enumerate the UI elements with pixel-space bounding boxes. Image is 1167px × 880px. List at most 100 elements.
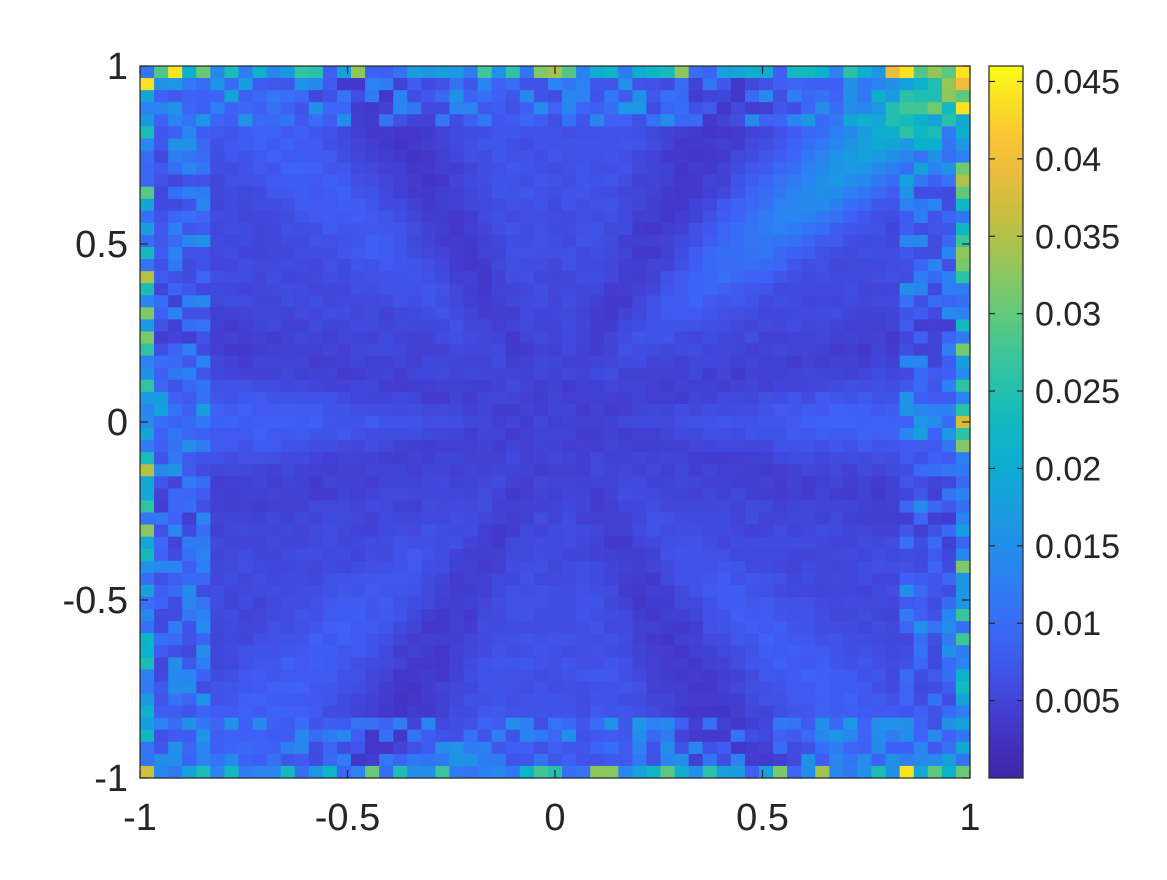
- heatmap-cell: [773, 705, 788, 719]
- heatmap-cell: [365, 174, 380, 188]
- heatmap-cell: [435, 222, 451, 236]
- heatmap-cell: [449, 403, 465, 417]
- y-tick-label: -0.5: [63, 580, 128, 622]
- heatmap-cell: [815, 488, 830, 502]
- heatmap-cell: [308, 572, 324, 586]
- heatmap-cell: [674, 319, 690, 333]
- heatmap-cell: [322, 500, 338, 514]
- heatmap-cell: [646, 584, 662, 598]
- heatmap-cell: [365, 415, 380, 429]
- heatmap-cell: [519, 753, 535, 767]
- heatmap-cell: [351, 150, 366, 164]
- heatmap-cell: [829, 283, 844, 296]
- heatmap-cell: [857, 415, 873, 429]
- heatmap-cell: [266, 174, 282, 188]
- heatmap-cell: [702, 681, 718, 695]
- heatmap-cell: [351, 524, 366, 538]
- heatmap-cell: [660, 307, 676, 321]
- heatmap-cell: [266, 391, 282, 405]
- heatmap-cell: [576, 536, 591, 550]
- heatmap-cell: [716, 741, 732, 755]
- heatmap-cell: [885, 355, 901, 369]
- heatmap-cell: [716, 633, 732, 646]
- heatmap-cell: [477, 440, 493, 453]
- heatmap-cell: [871, 609, 887, 622]
- heatmap-cell: [829, 753, 844, 767]
- heatmap-cell: [477, 367, 493, 381]
- heatmap-cell: [913, 548, 929, 562]
- heatmap-cell: [477, 729, 493, 743]
- heatmap-cell: [787, 319, 802, 333]
- heatmap-cell: [182, 633, 197, 646]
- heatmap-cell: [815, 524, 830, 538]
- heatmap-cell: [168, 90, 183, 103]
- heatmap-cell: [505, 705, 521, 719]
- heatmap-cell: [365, 126, 380, 140]
- heatmap-cell: [379, 307, 394, 321]
- heatmap-cell: [238, 669, 254, 683]
- heatmap-cell: [801, 681, 816, 695]
- heatmap-cell: [941, 741, 957, 755]
- heatmap-cell: [407, 669, 422, 683]
- heatmap-cell: [674, 415, 690, 429]
- heatmap-cell: [688, 440, 704, 453]
- heatmap-cell: [322, 524, 338, 538]
- heatmap-cell: [379, 765, 394, 779]
- heatmap-cell: [533, 476, 549, 489]
- heatmap-cell: [379, 536, 394, 550]
- heatmap-cell: [182, 560, 197, 574]
- heatmap-cell: [730, 572, 746, 586]
- heatmap-cell: [322, 741, 338, 755]
- heatmap-cell: [505, 633, 521, 646]
- heatmap-cell: [505, 102, 521, 115]
- heatmap-cell: [871, 210, 887, 224]
- heatmap-cell: [801, 452, 816, 465]
- heatmap-cell: [801, 500, 816, 514]
- heatmap-cell: [716, 440, 732, 453]
- heatmap-cell: [674, 440, 690, 453]
- heatmap-cell: [435, 657, 451, 670]
- heatmap-cell: [393, 247, 408, 260]
- heatmap-cell: [688, 343, 704, 357]
- heatmap-cell: [168, 705, 183, 719]
- heatmap-cell: [393, 162, 408, 176]
- heatmap-cell: [815, 560, 830, 574]
- heatmap-cell: [829, 186, 844, 200]
- heatmap-cell: [365, 355, 380, 369]
- heatmap-cell: [632, 428, 648, 441]
- heatmap-cell: [843, 609, 859, 622]
- heatmap-cell: [688, 150, 704, 164]
- heatmap-cell: [913, 500, 929, 514]
- heatmap-cell: [744, 355, 760, 369]
- heatmap-cell: [449, 681, 465, 695]
- heatmap-cell: [618, 295, 633, 308]
- heatmap-cell: [407, 645, 422, 658]
- heatmap-cell: [885, 488, 901, 502]
- heatmap-cell: [604, 66, 619, 79]
- heatmap-cell: [618, 162, 633, 176]
- heatmap-cell: [829, 403, 844, 417]
- heatmap-cell: [815, 645, 830, 658]
- heatmap-cell: [379, 488, 394, 502]
- heatmap-cell: [435, 295, 451, 308]
- heatmap-cell: [716, 343, 732, 357]
- heatmap-cell: [533, 295, 549, 308]
- heatmap-cell: [322, 428, 338, 441]
- heatmap-cell: [899, 126, 915, 140]
- heatmap-cell: [562, 512, 577, 526]
- heatmap-cell: [773, 548, 788, 562]
- heatmap-cell: [336, 500, 352, 514]
- heatmap-cell: [562, 609, 577, 622]
- heatmap-cell: [435, 621, 451, 634]
- heatmap-cell: [224, 102, 240, 115]
- heatmap-cell: [154, 234, 169, 248]
- heatmap-cell: [773, 331, 788, 345]
- heatmap-cell: [547, 717, 563, 731]
- heatmap-cell: [885, 138, 901, 152]
- heatmap-cell: [899, 271, 915, 284]
- heatmap-cell: [224, 150, 240, 164]
- heatmap-cell: [576, 78, 591, 91]
- heatmap-cell: [238, 464, 254, 477]
- heatmap-cell: [801, 391, 816, 405]
